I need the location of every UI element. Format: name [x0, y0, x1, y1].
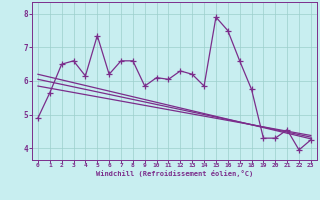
X-axis label: Windchill (Refroidissement éolien,°C): Windchill (Refroidissement éolien,°C) [96, 170, 253, 177]
